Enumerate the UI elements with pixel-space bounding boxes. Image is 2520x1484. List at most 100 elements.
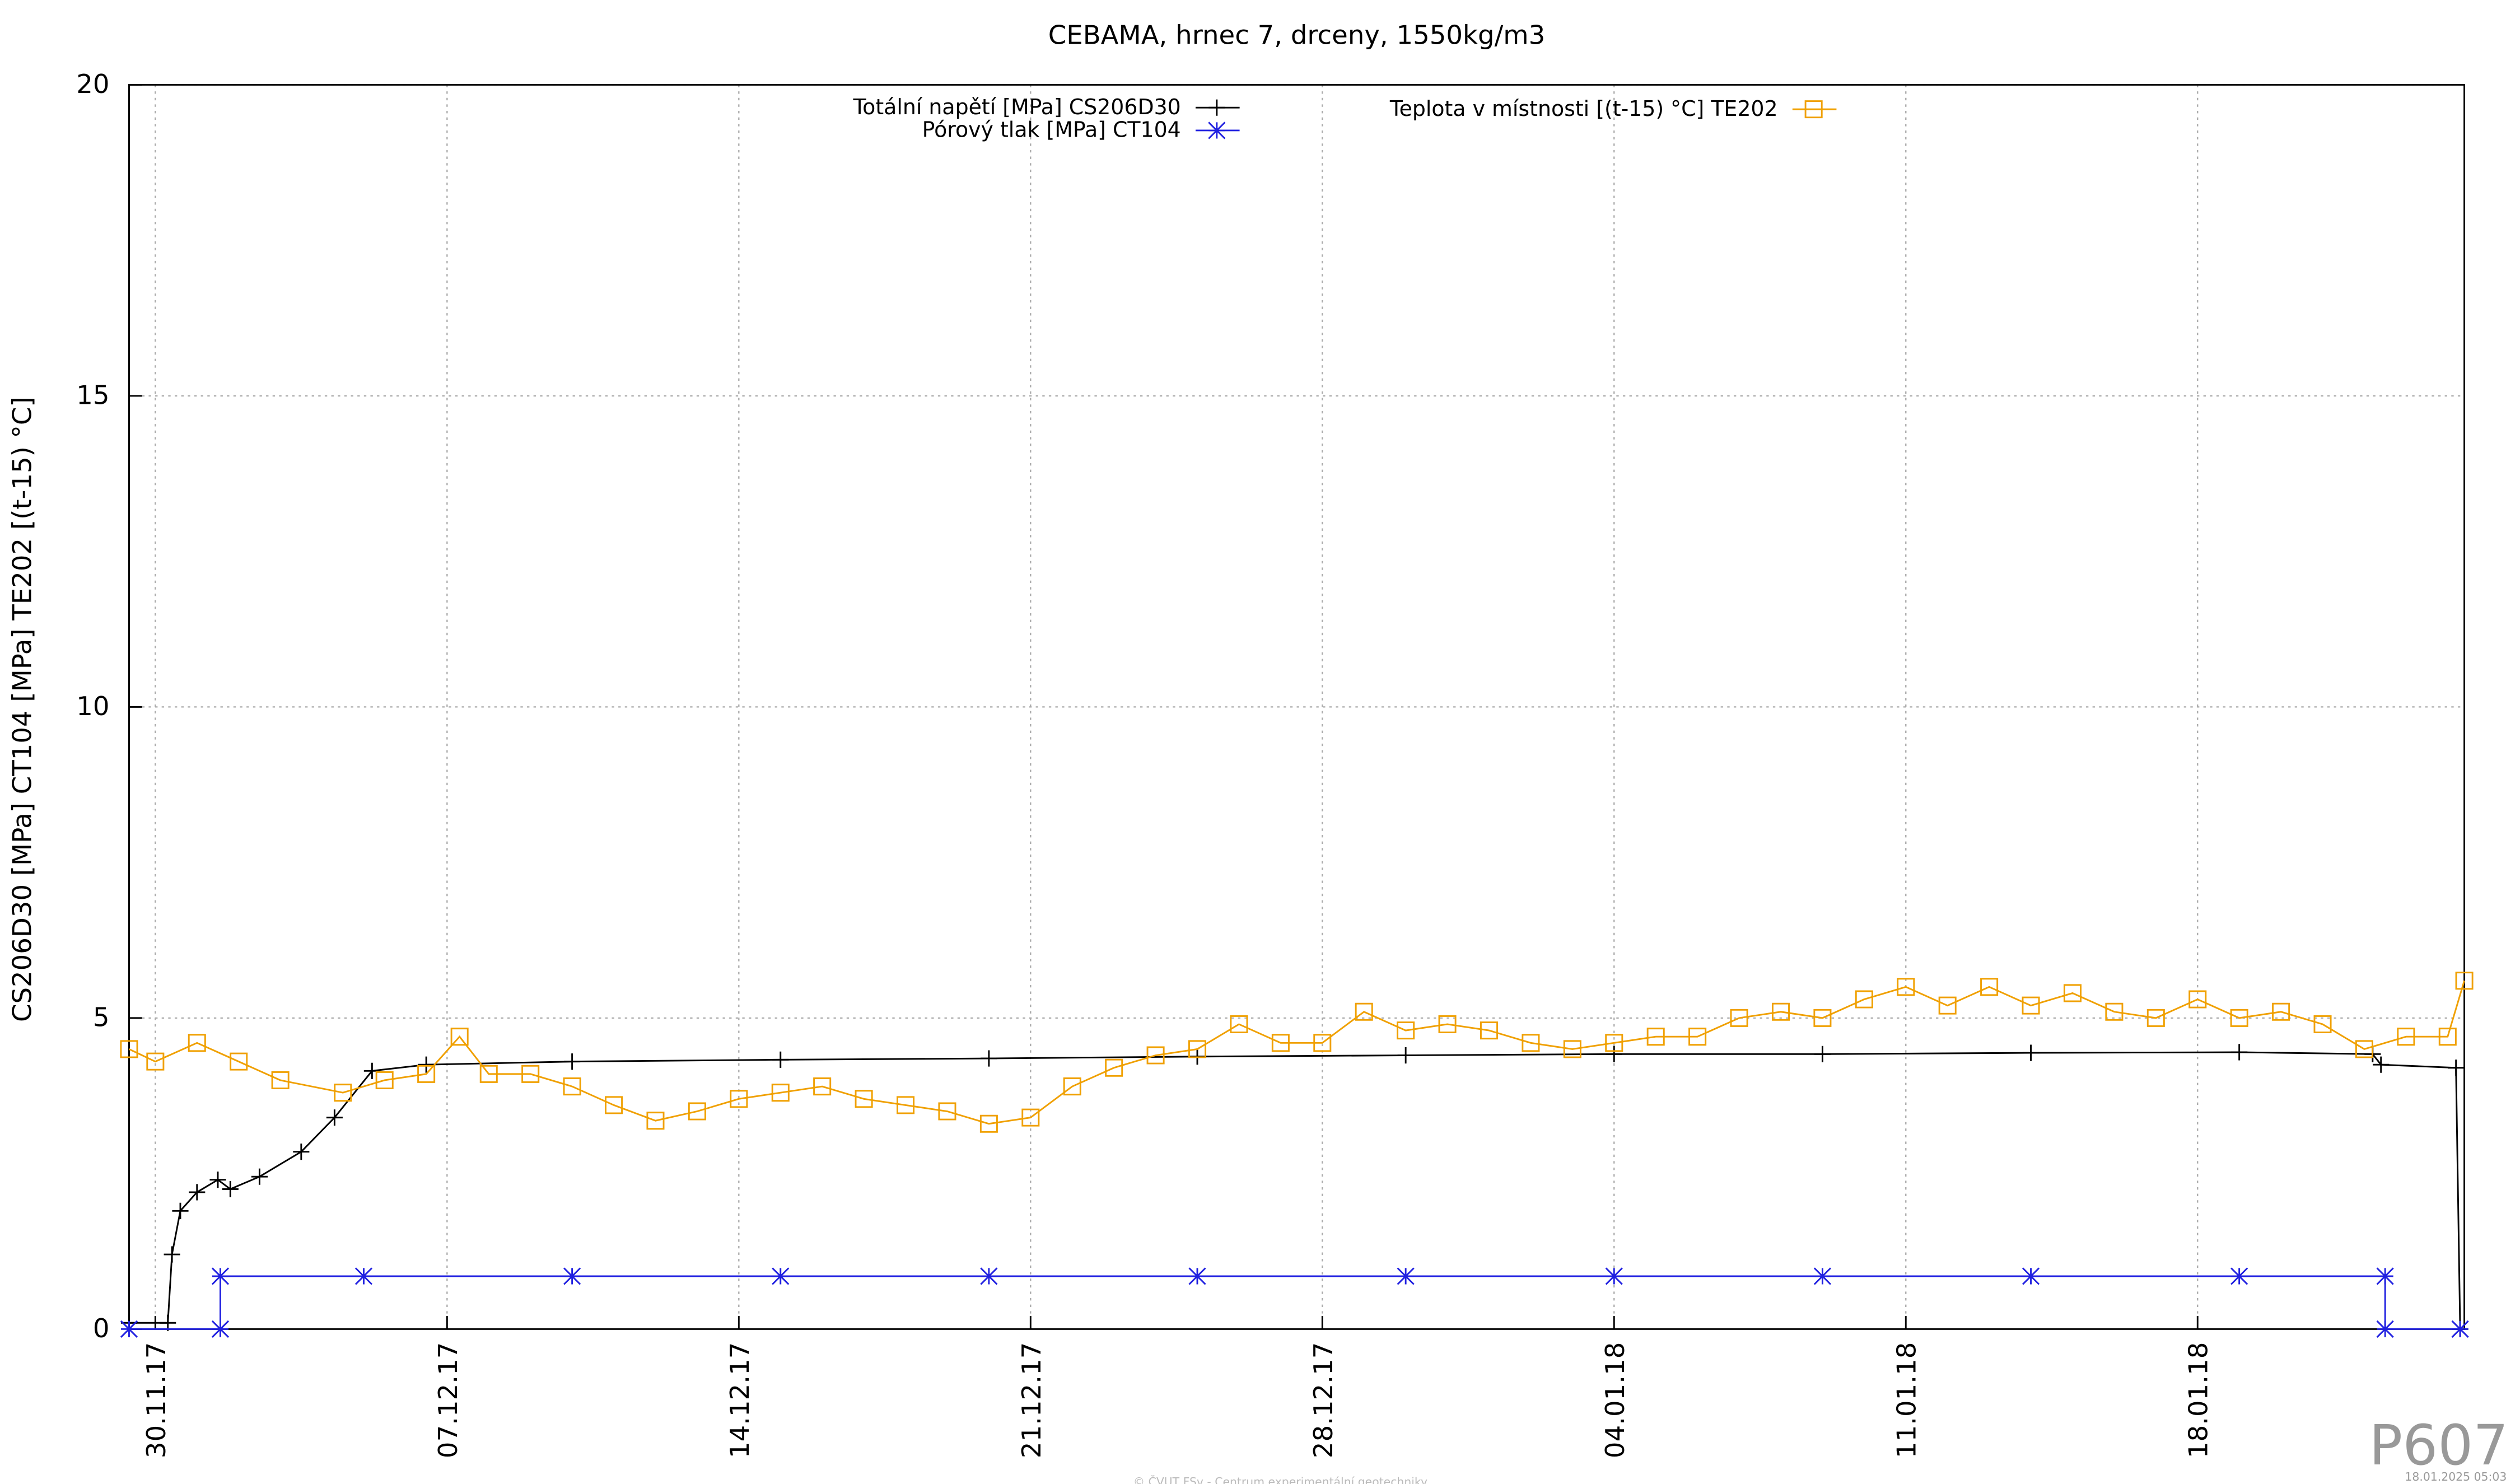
marker (479, 1065, 498, 1083)
x-tick-label: 11.01.18 (1892, 1342, 1922, 1458)
marker (730, 1090, 748, 1108)
marker (375, 1071, 394, 1089)
marker (417, 1065, 436, 1083)
marker (1563, 1040, 1581, 1058)
marker (363, 1062, 380, 1079)
x-tick-label: 07.12.17 (433, 1342, 463, 1458)
marker (2448, 1060, 2465, 1076)
marker (1313, 1034, 1332, 1052)
marker (189, 1184, 206, 1201)
marker (211, 1320, 230, 1338)
marker (146, 1052, 165, 1071)
marker (293, 1144, 310, 1160)
marker (1855, 990, 1873, 1009)
marker (1021, 1108, 1040, 1127)
chart-title: CEBAMA, hrnec 7, drceny, 1550kg/m3 (1048, 20, 1546, 50)
watermark: P607 (2369, 1413, 2509, 1478)
marker (2373, 1056, 2390, 1073)
y-tick-label: 20 (76, 69, 109, 99)
marker (2272, 1002, 2290, 1021)
marker (2022, 996, 2040, 1015)
marker (1355, 1002, 1373, 1021)
marker (1063, 1077, 1081, 1096)
marker (2397, 1028, 2415, 1046)
marker (1814, 1046, 1831, 1062)
marker (2146, 1009, 2165, 1027)
marker (172, 1202, 189, 1219)
marker (2230, 1009, 2248, 1027)
marker (230, 1052, 248, 1071)
marker (1105, 1058, 1123, 1077)
marker (1730, 1009, 1748, 1027)
marker (2438, 1028, 2457, 1046)
marker (2231, 1044, 2248, 1061)
marker (979, 1114, 998, 1133)
marker (813, 1077, 832, 1096)
marker (450, 1028, 469, 1046)
y-tick-label: 15 (76, 380, 109, 410)
marker (271, 1071, 290, 1089)
marker (354, 1267, 373, 1285)
marker (855, 1090, 873, 1108)
y-tick-label: 0 (93, 1313, 110, 1343)
marker (1397, 1267, 1415, 1285)
plot-frame (128, 83, 2466, 1330)
marker (1804, 100, 1823, 119)
y-tick-label: 5 (93, 1002, 110, 1032)
marker (1813, 1009, 1832, 1027)
marker (2188, 990, 2207, 1009)
marker (2022, 1044, 2040, 1061)
marker (1188, 1040, 1207, 1058)
marker (1438, 1015, 1457, 1033)
footer: © ČVUT FSv - Centrum experimentální geot… (1133, 1474, 1427, 1484)
x-tick-label: 04.01.18 (1600, 1342, 1630, 1458)
marker (1397, 1047, 1414, 1064)
marker (980, 1267, 998, 1285)
marker (188, 1034, 206, 1052)
marker (1605, 1267, 1623, 1285)
marker (563, 1267, 581, 1285)
marker (2063, 984, 2082, 1002)
x-tick-label: 14.12.17 (725, 1342, 755, 1458)
marker (211, 1267, 230, 1285)
legend-label: Pórový tlak [MPa] CT104 (922, 118, 1181, 142)
legend-label: Totální napětí [MPa] CS206D30 (852, 95, 1180, 119)
marker (326, 1109, 343, 1126)
marker (2376, 1267, 2394, 1285)
marker (1208, 122, 1226, 139)
y-tick-label: 10 (76, 691, 109, 721)
marker (2313, 1015, 2332, 1033)
x-tick-label: 30.11.17 (141, 1342, 171, 1458)
x-tick-label: 28.12.17 (1308, 1342, 1338, 1458)
marker (1397, 1021, 1415, 1040)
x-tick-label: 18.01.18 (2183, 1342, 2214, 1458)
marker (981, 1050, 997, 1067)
marker (2355, 1040, 2373, 1058)
marker (222, 1180, 239, 1197)
marker (2376, 1320, 2394, 1338)
marker (2451, 1320, 2469, 1338)
timestamp: 18.01.2025 05:03 (2405, 1470, 2507, 1483)
marker (1646, 1028, 1665, 1046)
marker (2455, 972, 2474, 990)
marker (120, 1320, 138, 1338)
series-line (128, 980, 2465, 1125)
marker (120, 1040, 138, 1058)
y-axis-label: CS206D30 [MPa] CT104 [MPa] TE202 [(t-15)… (7, 396, 38, 1022)
marker (334, 1084, 352, 1102)
x-tick-label: 21.12.17 (1016, 1342, 1047, 1458)
marker (418, 1056, 435, 1073)
marker (1522, 1034, 1540, 1052)
marker (1606, 1046, 1622, 1062)
marker (1480, 1021, 1499, 1040)
marker (897, 1096, 915, 1114)
marker (1230, 1015, 1248, 1033)
marker (1771, 1002, 1790, 1021)
marker (771, 1084, 790, 1102)
marker (772, 1051, 789, 1068)
marker (2230, 1267, 2248, 1285)
marker (1188, 1267, 1206, 1285)
series-line (129, 1275, 2461, 1330)
